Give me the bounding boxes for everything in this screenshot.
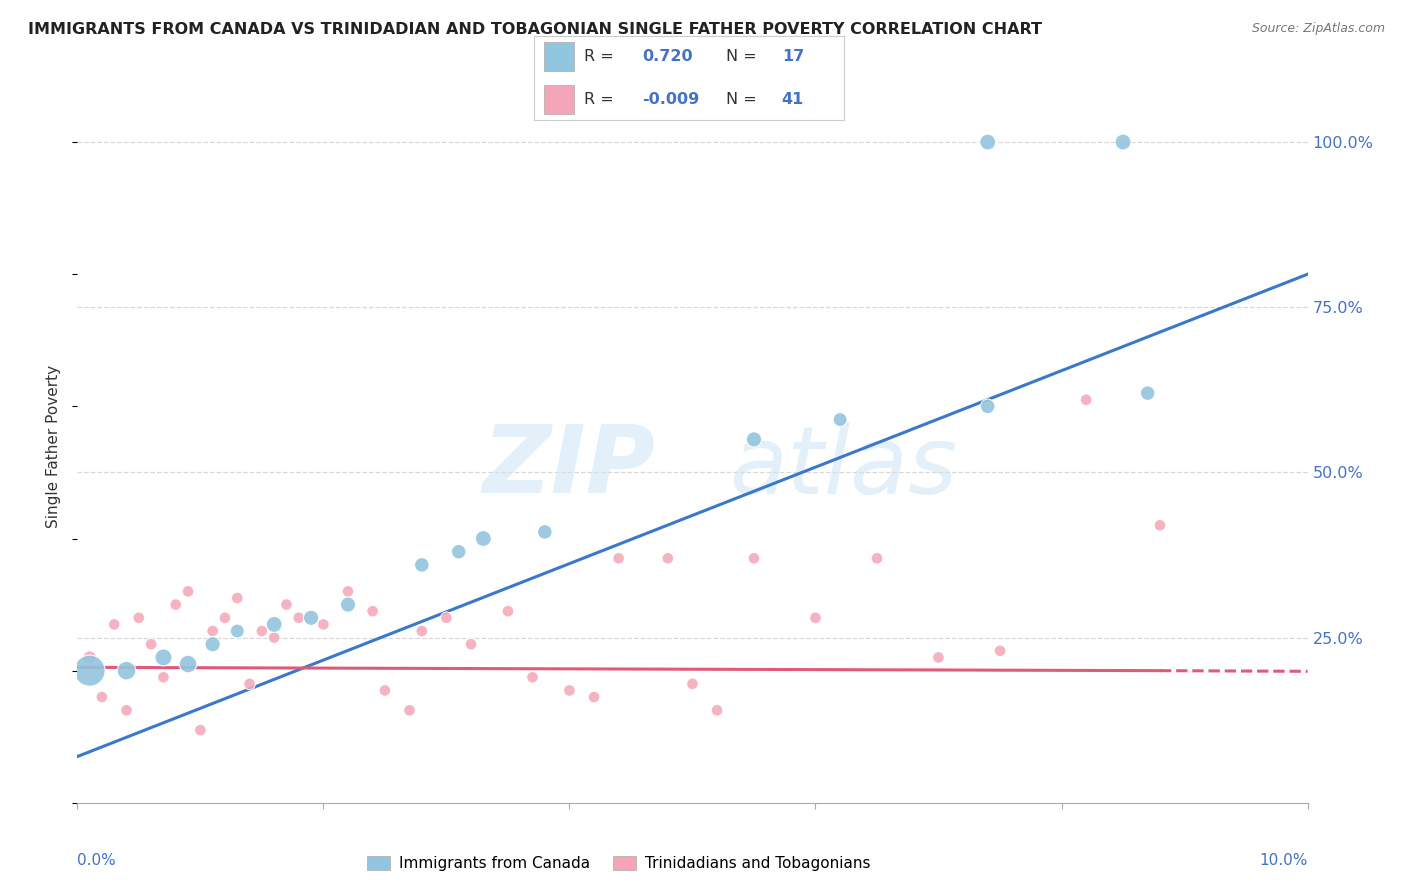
- Y-axis label: Single Father Poverty: Single Father Poverty: [46, 365, 62, 527]
- Point: [115, 703, 138, 717]
- Text: -0.009: -0.009: [643, 92, 700, 107]
- Text: R =: R =: [583, 92, 613, 107]
- Point: [460, 637, 482, 651]
- Text: atlas: atlas: [730, 422, 957, 513]
- Point: [398, 703, 420, 717]
- Point: [165, 598, 187, 612]
- Point: [866, 551, 889, 566]
- Point: [288, 611, 311, 625]
- Point: [1112, 135, 1135, 149]
- Point: [928, 650, 950, 665]
- Point: [276, 598, 298, 612]
- Point: [250, 624, 273, 638]
- Text: IMMIGRANTS FROM CANADA VS TRINIDADIAN AND TOBAGONIAN SINGLE FATHER POVERTY CORRE: IMMIGRANTS FROM CANADA VS TRINIDADIAN AN…: [28, 22, 1042, 37]
- Point: [496, 604, 519, 618]
- Text: N =: N =: [725, 92, 756, 107]
- Point: [226, 624, 249, 638]
- Point: [312, 617, 335, 632]
- Point: [742, 551, 765, 566]
- Point: [90, 690, 114, 704]
- Text: Source: ZipAtlas.com: Source: ZipAtlas.com: [1251, 22, 1385, 36]
- Point: [742, 433, 765, 447]
- Point: [201, 637, 224, 651]
- Point: [682, 677, 704, 691]
- Point: [977, 135, 1000, 149]
- Legend: Immigrants from Canada, Trinidadians and Tobagonians: Immigrants from Canada, Trinidadians and…: [361, 850, 876, 877]
- Text: 10.0%: 10.0%: [1260, 854, 1308, 868]
- Point: [1149, 518, 1171, 533]
- Point: [299, 611, 322, 625]
- Point: [657, 551, 679, 566]
- Point: [152, 670, 174, 684]
- Point: [337, 584, 360, 599]
- Point: [263, 631, 285, 645]
- Point: [374, 683, 396, 698]
- Point: [177, 657, 200, 671]
- Point: [141, 637, 163, 651]
- Point: [152, 650, 174, 665]
- Point: [988, 644, 1011, 658]
- Point: [583, 690, 606, 704]
- Point: [79, 664, 101, 678]
- Text: 41: 41: [782, 92, 804, 107]
- Text: 0.0%: 0.0%: [77, 854, 117, 868]
- Text: R =: R =: [583, 49, 613, 64]
- Point: [472, 532, 495, 546]
- Point: [201, 624, 224, 638]
- Point: [337, 598, 360, 612]
- Point: [607, 551, 630, 566]
- Point: [177, 584, 200, 599]
- Point: [1076, 392, 1098, 407]
- Point: [436, 611, 458, 625]
- Point: [411, 558, 433, 572]
- Point: [804, 611, 827, 625]
- Point: [214, 611, 236, 625]
- Point: [188, 723, 212, 738]
- Point: [706, 703, 728, 717]
- Point: [226, 591, 249, 605]
- Point: [558, 683, 581, 698]
- Point: [128, 611, 150, 625]
- Text: N =: N =: [725, 49, 756, 64]
- Text: ZIP: ZIP: [482, 421, 655, 514]
- Point: [830, 412, 852, 426]
- Point: [79, 650, 101, 665]
- Point: [977, 400, 1000, 414]
- Text: 17: 17: [782, 49, 804, 64]
- FancyBboxPatch shape: [544, 85, 575, 113]
- Text: 0.720: 0.720: [643, 49, 693, 64]
- Point: [447, 545, 470, 559]
- Point: [239, 677, 262, 691]
- Point: [411, 624, 433, 638]
- Point: [361, 604, 384, 618]
- Point: [103, 617, 125, 632]
- Point: [1136, 386, 1159, 401]
- Point: [534, 524, 557, 539]
- Point: [522, 670, 544, 684]
- FancyBboxPatch shape: [544, 43, 575, 71]
- Point: [115, 664, 138, 678]
- Point: [263, 617, 285, 632]
